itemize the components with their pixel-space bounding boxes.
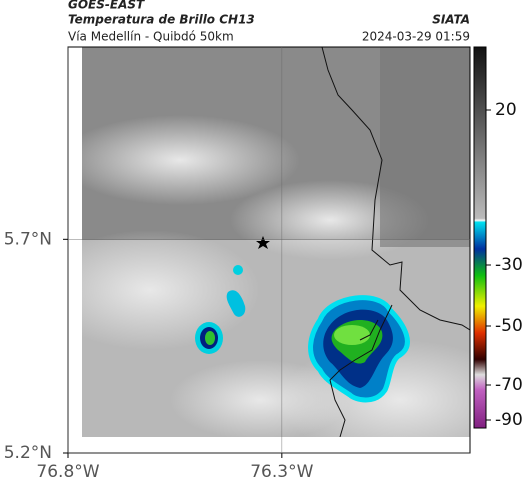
lon-tick-label: 76.8°W bbox=[36, 462, 99, 482]
lon-tick-label: 76.3°W bbox=[250, 462, 313, 482]
agency: SIATA bbox=[432, 13, 470, 27]
colorbar-tick-label: -70 bbox=[495, 375, 523, 395]
colorbar-tick-label: -90 bbox=[495, 410, 523, 430]
colorbar-tick-label: -30 bbox=[495, 255, 523, 275]
lat-tick-label: 5.7°N bbox=[4, 229, 52, 249]
colorbar-tick-label: 20 bbox=[495, 100, 517, 120]
title: Temperatura de Brillo CH13 bbox=[68, 13, 255, 27]
subtitle: Vía Medellín - Quibdó 50km bbox=[68, 30, 234, 44]
lat-tick-label: 5.2°N bbox=[4, 443, 52, 463]
satellite-image bbox=[82, 47, 470, 437]
colorbar bbox=[473, 46, 487, 429]
datetime: 2024-03-29 01:59 bbox=[362, 30, 470, 44]
source: GOES-EAST bbox=[68, 0, 145, 12]
colorbar-tick-label: -50 bbox=[495, 316, 523, 336]
